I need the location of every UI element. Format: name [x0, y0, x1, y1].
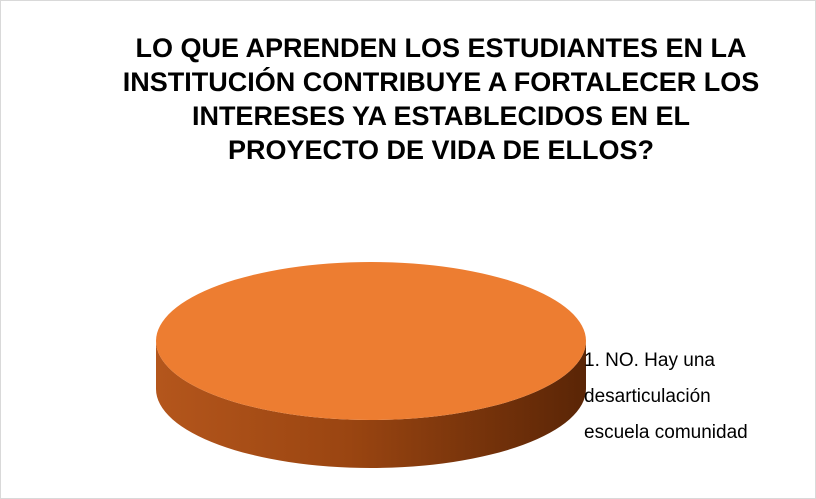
pie [156, 262, 586, 468]
slice-side [156, 341, 586, 468]
slice-label: 1. NO. Hay una desarticulación escuela c… [584, 350, 748, 443]
slice [156, 262, 586, 420]
chart-title: LO QUE APRENDEN LOS ESTUDIANTES EN LA IN… [122, 33, 760, 165]
